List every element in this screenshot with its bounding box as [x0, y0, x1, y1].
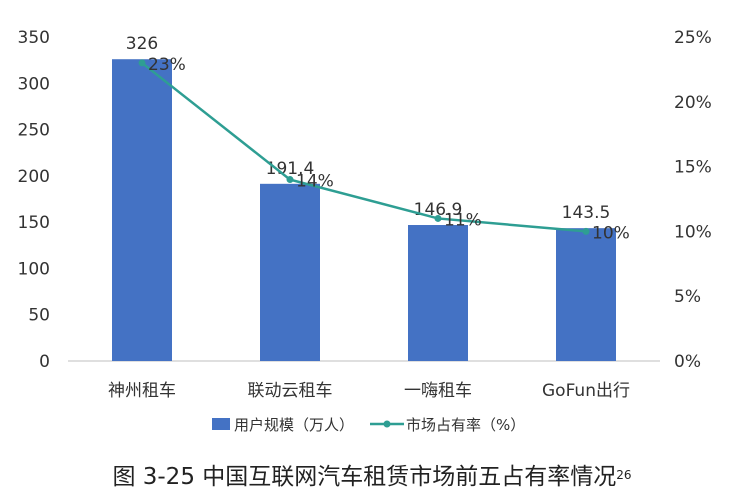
left-tick-label: 100 [18, 259, 50, 279]
left-tick-label: 0 [39, 352, 50, 372]
share-point [138, 59, 146, 67]
category-label: 联动云租车 [248, 381, 333, 401]
bars [112, 59, 616, 362]
legend: 用户规模（万人） 市场占有率（%） [212, 416, 525, 434]
bar-value-label: 326 [126, 34, 158, 54]
category-label: GoFun出行 [542, 381, 630, 401]
left-tick-label: 350 [18, 28, 50, 48]
share-value-label: 14% [296, 172, 334, 192]
legend-bar-label: 用户规模（万人） [234, 416, 354, 434]
share-value-labels: 23% 14% 11% 10% [148, 55, 630, 243]
category-labels: 神州租车 联动云租车 一嗨租车 GoFun出行 [108, 381, 630, 401]
left-tick-label: 50 [28, 306, 50, 326]
right-tick-label: 25% [674, 28, 712, 48]
share-line [141, 61, 587, 233]
left-tick-label: 300 [18, 74, 50, 94]
left-tick-label: 200 [18, 167, 50, 187]
right-tick-label: 5% [674, 287, 701, 307]
figure-caption: 图 3-25 中国互联网汽车租赁市场前五占有率情况26 [0, 462, 744, 492]
share-line-series [138, 59, 590, 235]
caption-footnote: 26 [616, 468, 632, 482]
bar-value-label: 143.5 [562, 203, 611, 223]
legend-bar-swatch [212, 418, 230, 430]
combo-chart: 0 50 100 150 200 250 300 350 0% 5% 10% 15% 20% 25% 3… [18, 28, 712, 434]
left-axis-ticks: 0 50 100 150 200 250 300 350 [18, 28, 50, 372]
bar [556, 228, 616, 361]
left-tick-label: 250 [18, 121, 50, 141]
category-label: 一嗨租车 [404, 381, 472, 401]
bar [260, 183, 320, 361]
bar [408, 225, 468, 361]
share-value-label: 10% [592, 223, 630, 243]
share-point [582, 227, 590, 235]
share-value-label: 11% [444, 210, 482, 230]
right-tick-label: 10% [674, 222, 712, 242]
share-point [286, 176, 294, 184]
bar [112, 59, 172, 362]
category-label: 神州租车 [108, 381, 176, 401]
right-tick-label: 15% [674, 158, 712, 178]
caption-text: 图 3-25 中国互联网汽车租赁市场前五占有率情况 [112, 464, 617, 490]
right-tick-label: 0% [674, 352, 701, 372]
right-tick-label: 20% [674, 93, 712, 113]
bar-value-label: 191.4 [266, 159, 315, 179]
legend-line-label: 市场占有率（%） [406, 416, 525, 434]
legend-line-marker [383, 420, 391, 428]
share-value-label: 23% [148, 55, 186, 75]
share-point [434, 214, 442, 222]
left-tick-label: 150 [18, 213, 50, 233]
right-axis-ticks: 0% 5% 10% 15% 20% 25% [674, 28, 712, 372]
